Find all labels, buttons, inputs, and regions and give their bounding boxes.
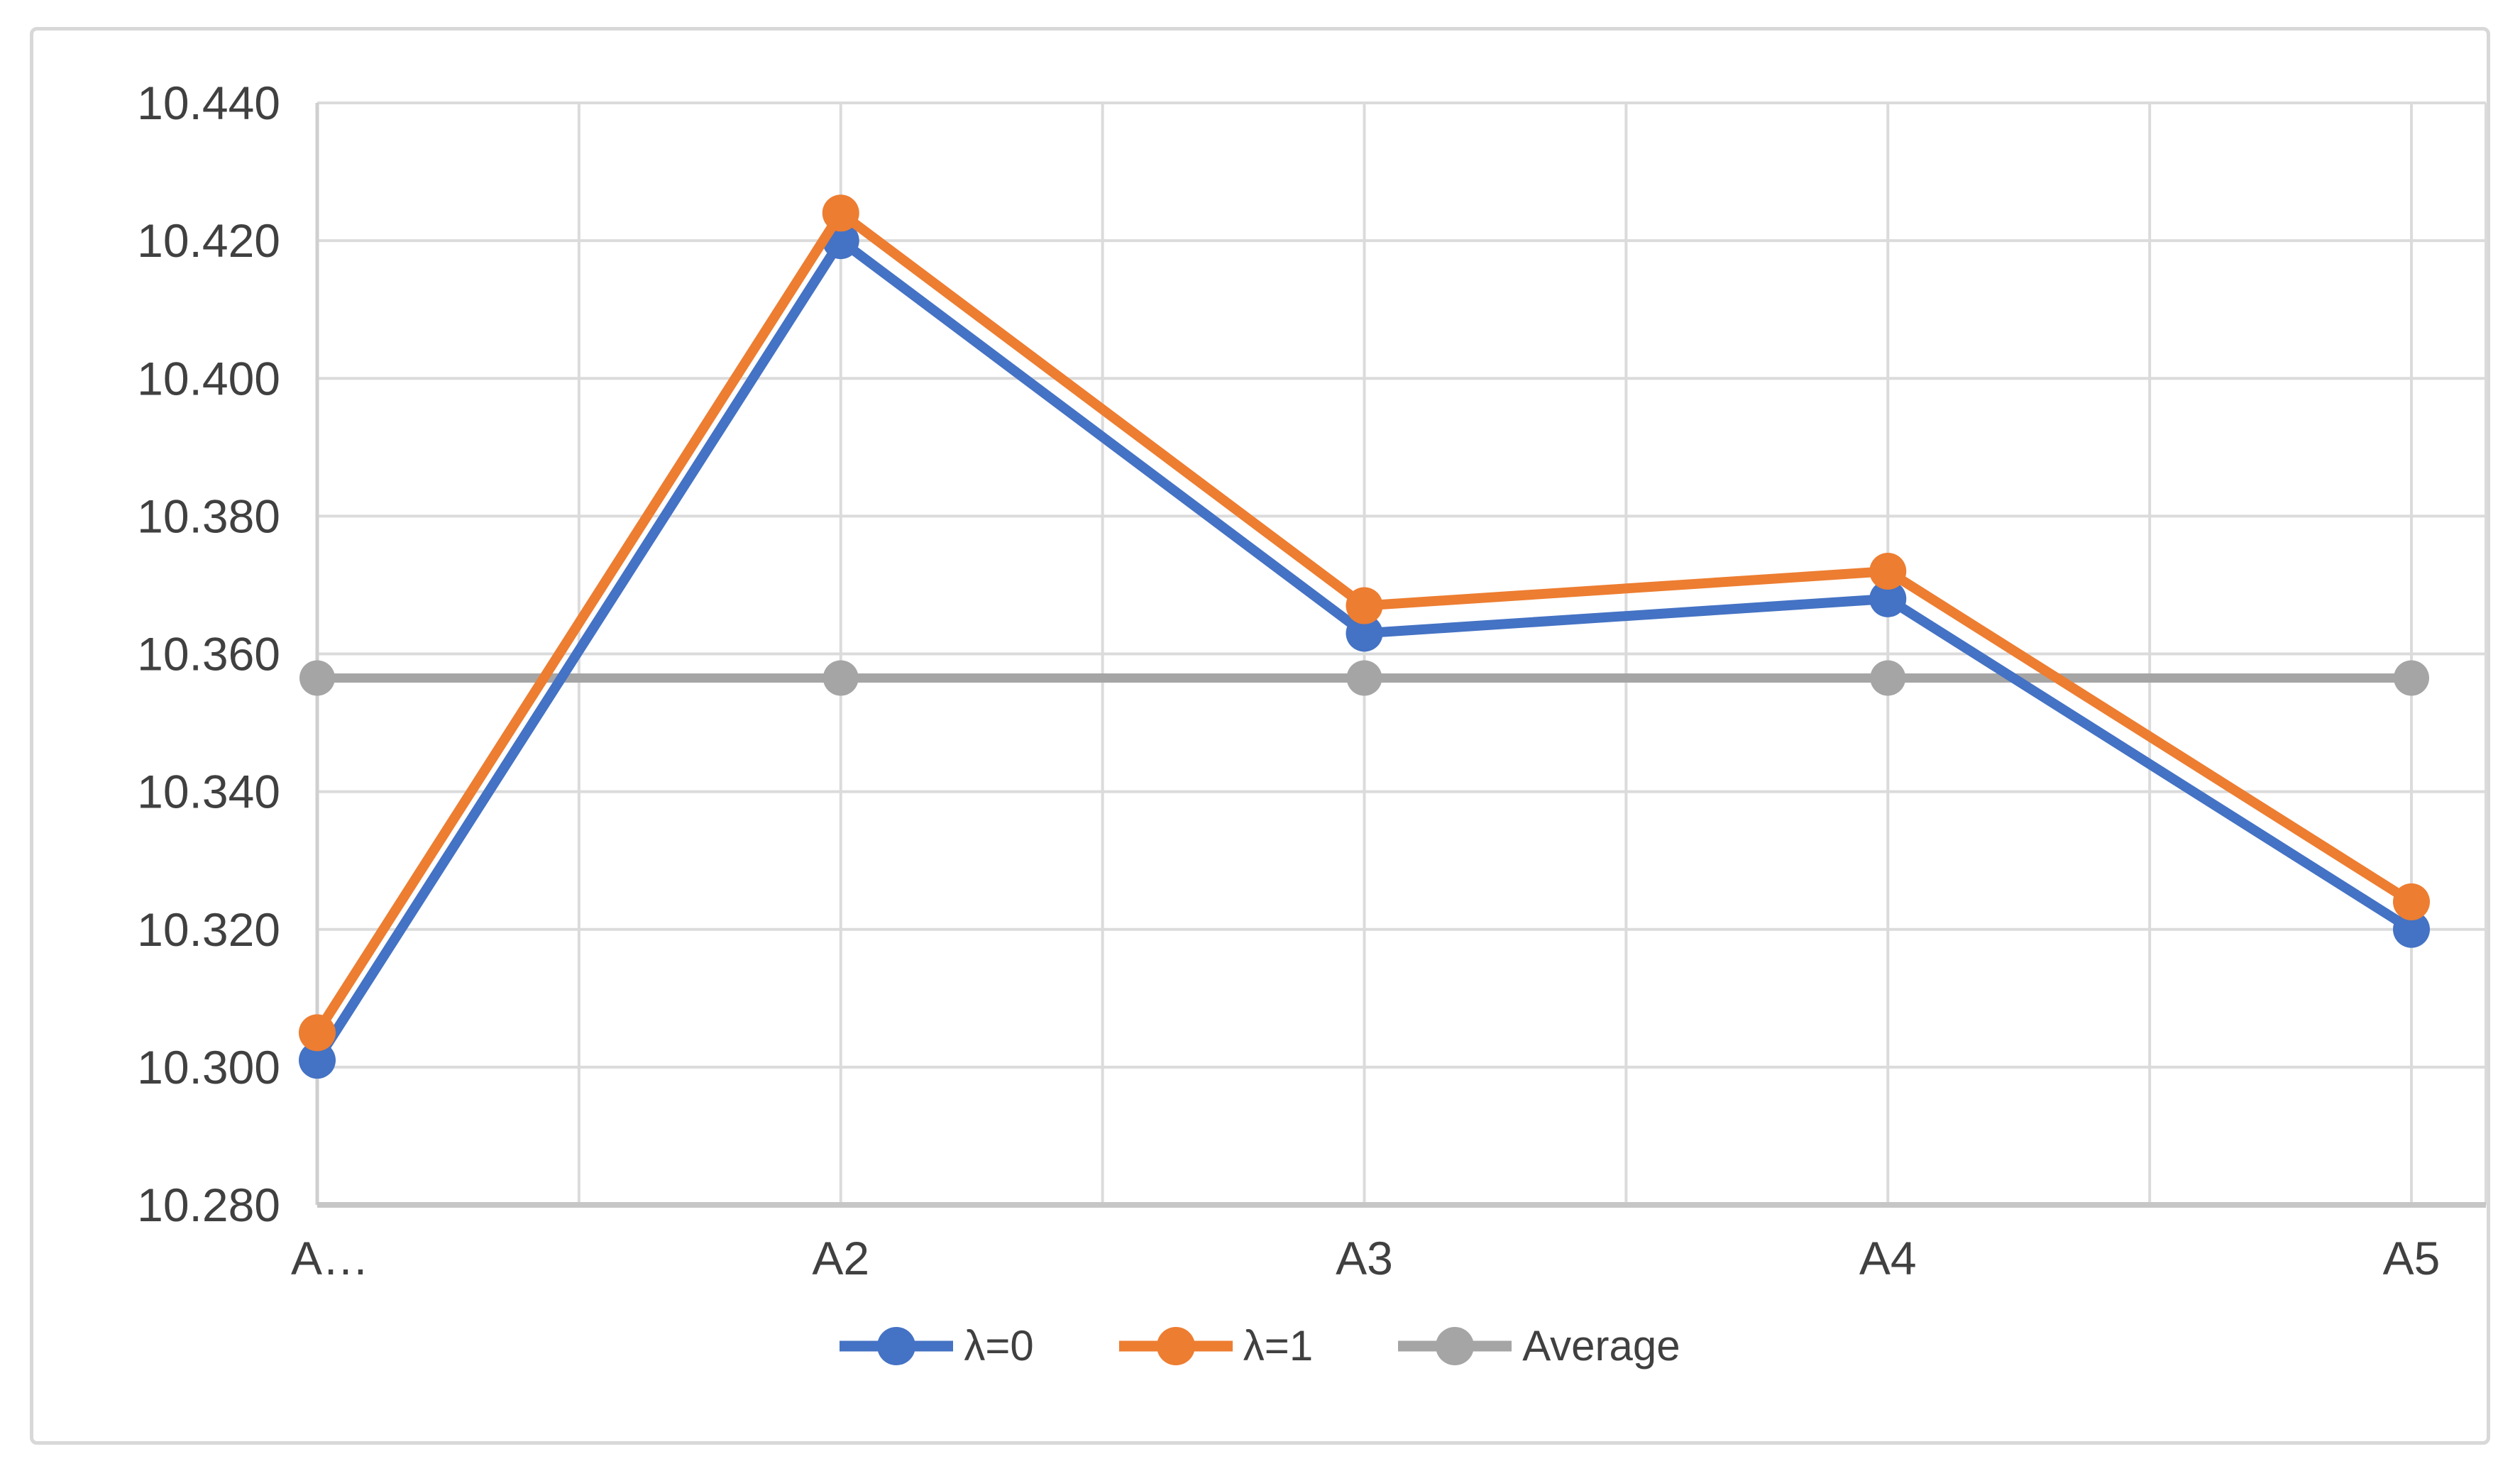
chart-legend: λ=0 λ=1 Average — [0, 1321, 2520, 1370]
y-tick-label: 10.420 — [137, 214, 280, 267]
y-tick-label: 10.320 — [137, 903, 280, 956]
data-point-Average-A4 — [1870, 660, 1906, 696]
legend-item-λ=0: λ=0 — [840, 1321, 1034, 1370]
y-tick-label: 10.380 — [137, 490, 280, 542]
data-point-λ=0-A3 — [1346, 615, 1383, 652]
x-tick-label: A2 — [812, 1232, 869, 1284]
y-tick-label: 10.340 — [137, 766, 280, 818]
legend-item-λ=1: λ=1 — [1118, 1321, 1314, 1370]
y-tick-label: 10.280 — [137, 1179, 280, 1231]
data-point-λ=1-A2 — [822, 194, 859, 232]
chart-border-frame — [30, 27, 2490, 1445]
legend-marker-icon — [1118, 1326, 1233, 1365]
data-point-λ=0-A5 — [2393, 910, 2430, 948]
x-tick-label: A… — [291, 1232, 369, 1284]
data-point-Average-A2 — [822, 660, 859, 696]
legend-label: λ=0 — [964, 1322, 1034, 1370]
data-point-Average-A3 — [1346, 660, 1382, 696]
data-point-λ=1-A3 — [1346, 587, 1383, 624]
data-point-Average-A… — [299, 660, 335, 696]
y-tick-label: 10.400 — [137, 352, 280, 404]
legend-marker-icon — [840, 1326, 954, 1365]
data-point-λ=1-A4 — [1869, 553, 1907, 590]
data-point-λ=1-A… — [299, 1014, 336, 1052]
data-point-λ=0-A… — [299, 1042, 336, 1079]
y-tick-label: 10.360 — [137, 628, 280, 681]
x-tick-label: A5 — [2383, 1232, 2441, 1284]
legend-label: Average — [1522, 1322, 1680, 1370]
y-tick-label: 10.440 — [137, 77, 280, 129]
data-point-λ=0-A4 — [1869, 580, 1907, 617]
data-point-λ=1-A5 — [2393, 883, 2430, 920]
data-point-Average-A5 — [2394, 660, 2429, 696]
x-tick-label: A3 — [1336, 1232, 1393, 1284]
legend-item-Average: Average — [1398, 1321, 1680, 1370]
legend-marker-icon — [1398, 1326, 1512, 1365]
x-tick-label: A4 — [1859, 1232, 1917, 1284]
legend-label: λ=1 — [1243, 1322, 1314, 1370]
y-tick-label: 10.300 — [137, 1041, 280, 1093]
